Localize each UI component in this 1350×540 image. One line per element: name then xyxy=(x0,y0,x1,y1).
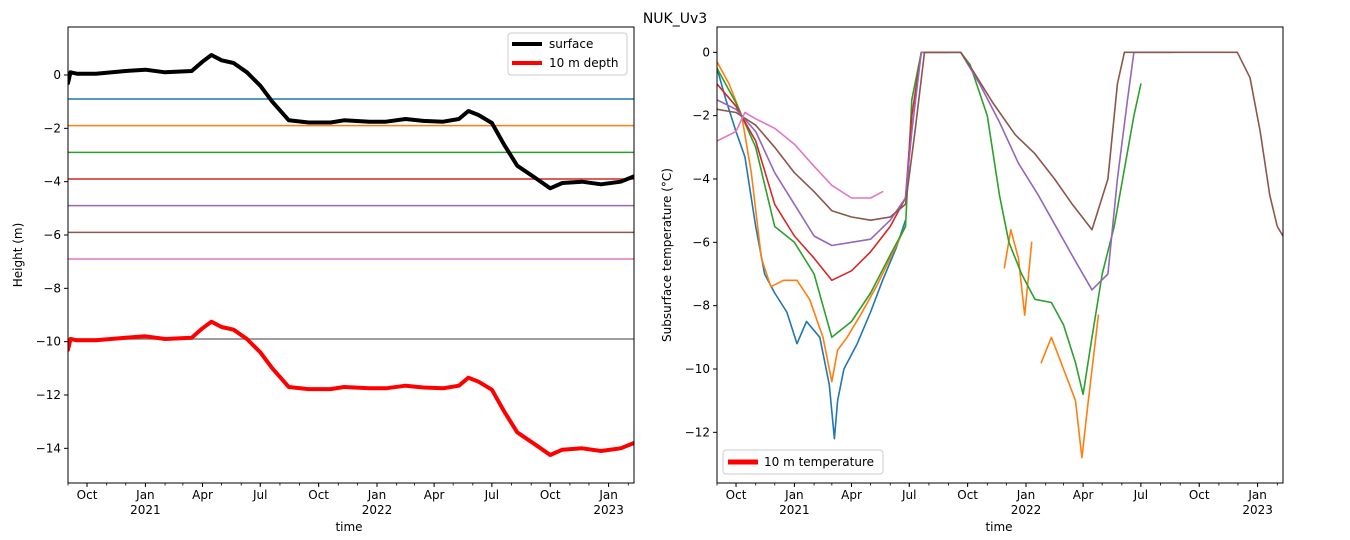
temperature-xtick-label: Jul xyxy=(901,488,916,502)
height-xtick-label: Jul xyxy=(484,488,499,502)
temperature-xtick-label: Jan xyxy=(1247,488,1267,502)
temperature-xtick-year-label: 2022 xyxy=(1011,503,1042,517)
height-xtick-label: Apr xyxy=(192,488,213,502)
temperature-xtick-year-label: 2023 xyxy=(1242,503,1273,517)
height-x-axis-label: time xyxy=(335,520,362,534)
temperature-xtick-label: Jul xyxy=(1133,488,1148,502)
temperature-xtick-label: Apr xyxy=(1073,488,1094,502)
height-axes-frame xyxy=(67,26,635,484)
height-ytick-label: −6 xyxy=(43,228,61,242)
height-xtick-year-label: 2023 xyxy=(593,503,624,517)
height-xtick-label: Apr xyxy=(424,488,445,502)
legend-surface-label: surface xyxy=(549,37,593,51)
temperature-ytick-label: −4 xyxy=(692,172,710,186)
height-ytick-label: −14 xyxy=(36,441,61,455)
temperature-ytick-label: 0 xyxy=(702,45,710,59)
height-legend: surface 10 m depth xyxy=(507,32,628,76)
temperature-xtick-label: Oct xyxy=(726,488,747,502)
temperature-series-t4 xyxy=(717,51,949,282)
height-xtick-label: Oct xyxy=(540,488,561,502)
temperature-xtick-label: Jan xyxy=(784,488,804,502)
temperature-series-t5 xyxy=(717,51,1174,291)
temperature-xtick-year-label: 2021 xyxy=(779,503,810,517)
temperature-series-t2 xyxy=(717,61,907,383)
height-xtick-label: Oct xyxy=(308,488,329,502)
legend-10m-temperature-label: 10 m temperature xyxy=(764,455,874,469)
height-ytick-label: −2 xyxy=(43,121,61,135)
height-xtick-label: Oct xyxy=(77,488,98,502)
temperature-axes-frame xyxy=(716,26,1284,484)
height-xtick-label: Jan xyxy=(367,488,387,502)
height-ytick-label: −8 xyxy=(43,281,61,295)
height-xtick-label: Jul xyxy=(252,488,267,502)
height-ytick-label: −12 xyxy=(36,388,61,402)
temperature-ytick-label: −8 xyxy=(692,299,710,313)
height-xtick-label: Jan xyxy=(598,488,618,502)
temperature-ytick-label: −6 xyxy=(692,235,710,249)
height-series-surface xyxy=(68,53,634,191)
temperature-ytick-label: −12 xyxy=(685,425,710,439)
height-xtick-year-label: 2021 xyxy=(130,503,161,517)
temperature-series-t3 xyxy=(717,51,1142,396)
figure-title: NUK_Uv3 xyxy=(643,11,707,27)
height-xtick-label: Jan xyxy=(135,488,155,502)
temperature-legend: 10 m temperature xyxy=(722,449,884,475)
temperature-series-t1 xyxy=(717,67,907,440)
legend-10m-depth-label: 10 m depth xyxy=(549,56,619,70)
temperature-ytick-label: −2 xyxy=(692,109,710,123)
temperature-series-t6 xyxy=(717,51,1283,237)
height-xtick-year-label: 2022 xyxy=(362,503,393,517)
height-y-axis-label: Height (m) xyxy=(11,223,25,288)
temperature-xtick-label: Oct xyxy=(1189,488,1210,502)
height-ytick-label: 0 xyxy=(53,68,61,82)
temperature-series-t7 xyxy=(717,111,884,199)
height-ytick-label: −10 xyxy=(36,335,61,349)
temperature-series-t2 xyxy=(1040,314,1100,459)
height-series-10-m-depth xyxy=(68,319,634,457)
height-ytick-label: −4 xyxy=(43,175,61,189)
temperature-y-axis-label: Subsurface temperature (°C) xyxy=(660,168,674,342)
temperature-xtick-label: Jan xyxy=(1016,488,1036,502)
temperature-xtick-label: Oct xyxy=(957,488,978,502)
temperature-xtick-label: Apr xyxy=(841,488,862,502)
temperature-x-axis-label: time xyxy=(985,520,1012,534)
temperature-ytick-label: −10 xyxy=(685,362,710,376)
